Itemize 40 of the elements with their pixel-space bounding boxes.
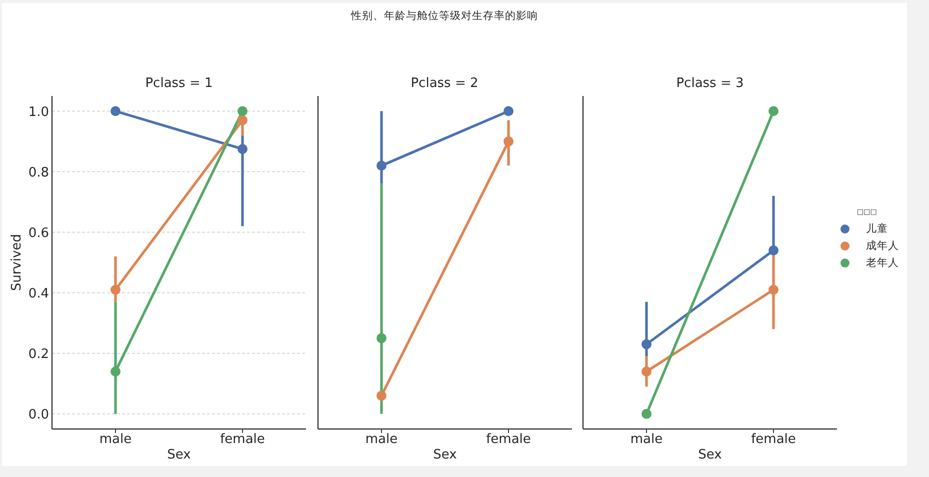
point [110,106,120,116]
point [376,333,386,344]
y-tick-label: 0.4 [28,286,49,302]
y-tick-label: 0.2 [28,346,49,362]
point [768,245,778,256]
chart-title: 性别、年龄与舱位等级对生存率的影响 [351,10,538,22]
point [642,366,652,376]
point [376,160,386,171]
point [110,284,120,295]
point [110,366,120,376]
x-axis-title: Sex [698,448,722,462]
x-axis-title: Sex [167,448,192,462]
y-tick-label: 0.8 [28,165,49,180]
point [503,136,513,146]
point [238,115,248,126]
point [768,284,778,295]
y-tick-label: 0.6 [28,226,49,241]
legend-label: 成年人 [866,238,899,252]
legend-label: 儿童 [866,222,888,236]
point [642,339,652,350]
chart-subtitle: Pclass = 2 [410,76,478,91]
x-tick-label: female [220,432,265,448]
point [503,106,513,116]
x-axis-title: Sex [432,448,457,462]
y-tick-label: 1.0 [28,104,49,120]
point [642,408,652,419]
point [238,106,248,116]
x-tick-label: male [630,432,663,448]
point [376,390,386,401]
y-tick-label: 0.0 [28,407,49,422]
x-tick-label: male [364,432,398,448]
chart-subtitle: Pclass = 3 [676,76,744,91]
point [238,144,248,154]
point [768,106,778,116]
x-tick-label: female [486,432,530,448]
x-tick-label: male [99,432,132,448]
y-axis-title: Survived [10,234,24,292]
chart-subtitle: Pclass = 1 [145,76,213,91]
legend-label: 老年人 [866,256,899,270]
x-tick-label: female [751,432,796,448]
